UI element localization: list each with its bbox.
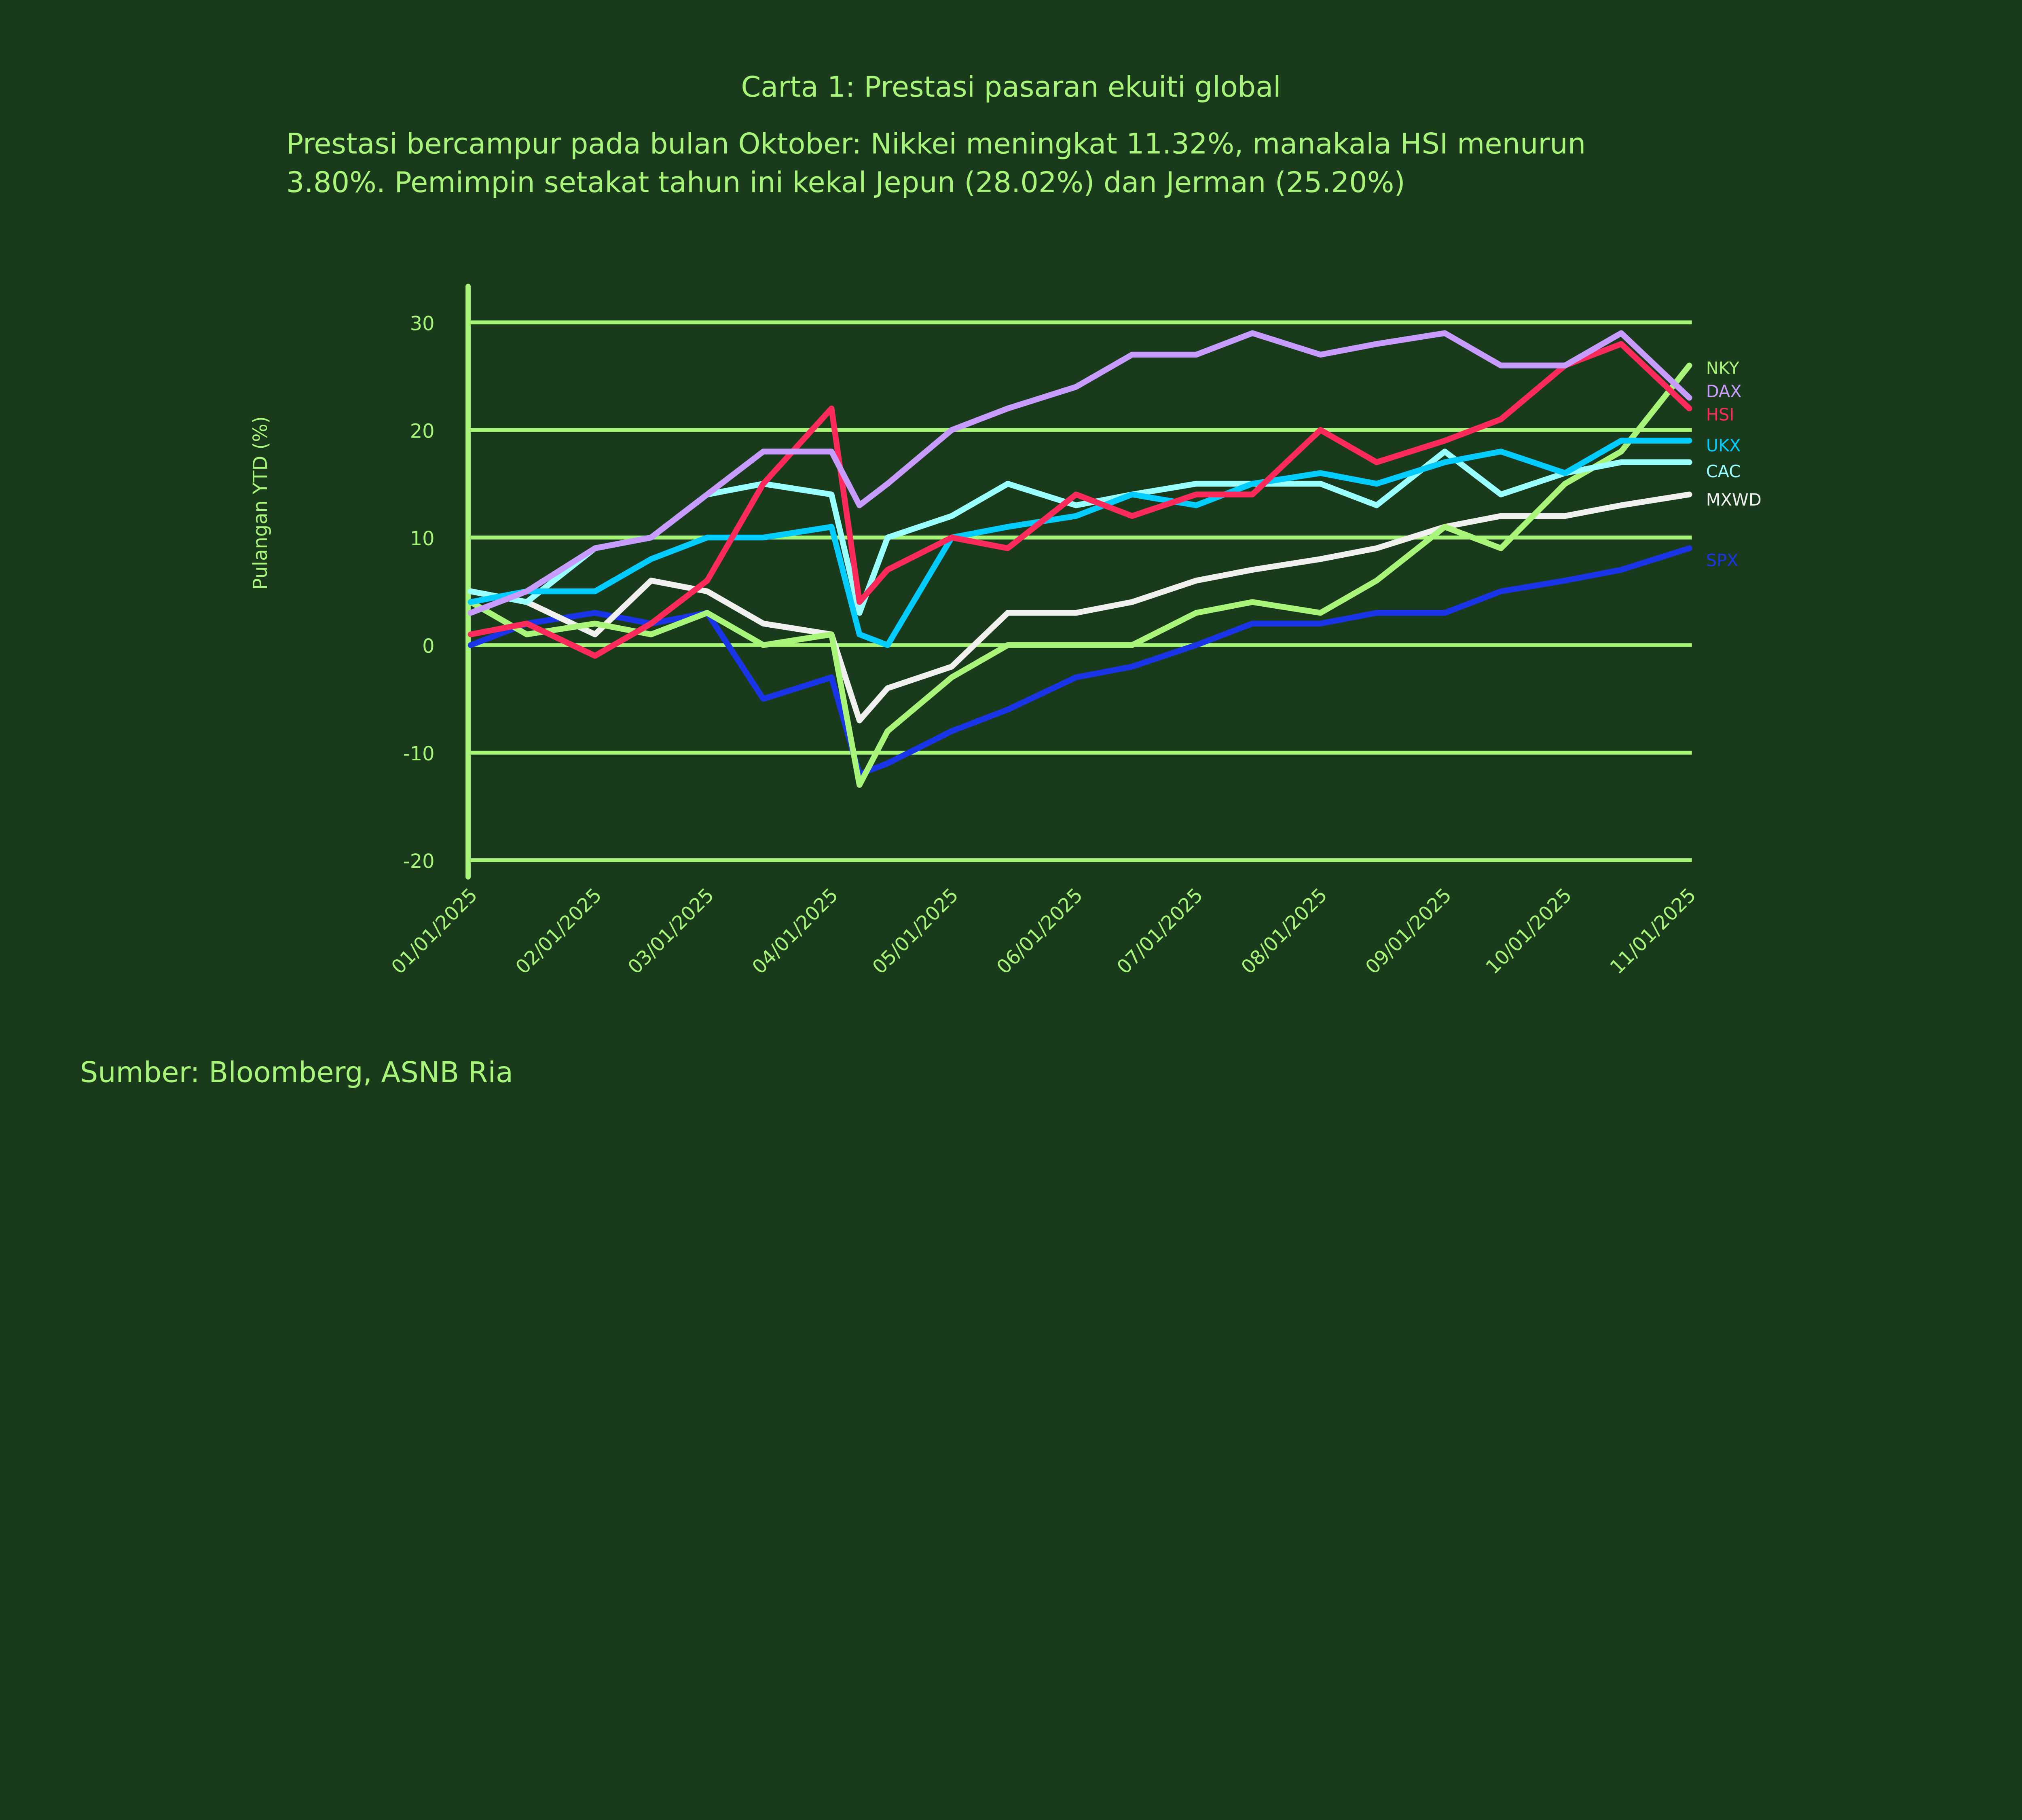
y-tick-label: 30 [410, 313, 435, 335]
y-tick-label: -20 [403, 851, 434, 873]
series-line-dax [467, 330, 1692, 616]
series-line-spx [467, 545, 1692, 777]
legend-label-hsi: HSI [1706, 405, 1734, 425]
chart-subtitle-line-2: 3.80%. Pemimpin setakat tahun ini kekal … [286, 166, 1405, 199]
legend-label-cac: CAC [1706, 462, 1741, 481]
y-tick-label: 10 [410, 528, 435, 550]
background [0, 0, 2022, 1138]
series-line-mxwd [467, 491, 1692, 724]
chart-title: Carta 1: Prestasi pasaran ekuiti global [741, 70, 1281, 104]
series-line-nky [467, 362, 1692, 788]
chart: Carta 1: Prestasi pasaran ekuiti global … [0, 0, 2022, 1138]
y-axis-label: Pulangan YTD (%) [250, 416, 272, 590]
legend-label-dax: DAX [1706, 382, 1742, 401]
y-tick-label: 0 [422, 635, 434, 658]
legend-label-mxwd: MXWD [1706, 490, 1762, 510]
series-line-hsi [467, 341, 1692, 659]
source-note: Sumber: Bloomberg, ASNB Ria [80, 1056, 513, 1089]
legend-label-spx: SPX [1706, 551, 1739, 570]
y-tick-label: 20 [410, 420, 435, 442]
y-tick-labels: 30 20 10 0 -10 -20 [403, 313, 434, 873]
y-tick-label: -10 [403, 743, 434, 765]
series-lines [467, 330, 1692, 788]
legend-label-nky: NKY [1706, 359, 1740, 378]
legend: NKY DAX HSI UKX CAC MXWD SPX [1706, 359, 1762, 570]
legend-label-ukx: UKX [1706, 436, 1741, 455]
chart-subtitle-line-1: Prestasi bercampur pada bulan Oktober: N… [286, 127, 1586, 160]
